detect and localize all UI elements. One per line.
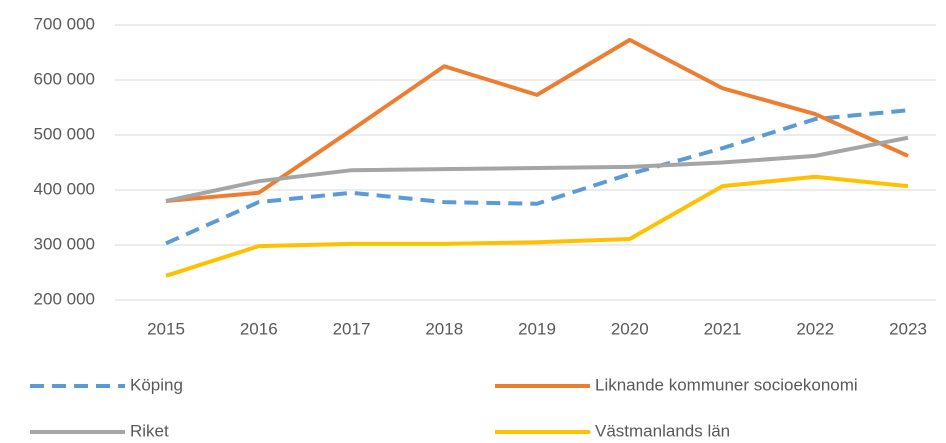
y-tick-label: 600 000 — [34, 69, 95, 88]
legend-label: Riket — [130, 421, 169, 440]
y-tick-label: 500 000 — [34, 124, 95, 143]
x-tick-label: 2015 — [147, 319, 185, 338]
y-tick-label: 400 000 — [34, 179, 95, 198]
x-tick-label: 2023 — [889, 319, 927, 338]
series-line — [165, 174, 909, 278]
y-tick-label: 200 000 — [34, 289, 95, 308]
x-tick-label: 2020 — [611, 319, 649, 338]
x-tick-label: 2018 — [425, 319, 463, 338]
x-tick-label: 2016 — [240, 319, 278, 338]
x-tick-label: 2021 — [704, 319, 742, 338]
x-tick-label: 2019 — [518, 319, 556, 338]
x-tick-label: 2022 — [796, 319, 834, 338]
series-line — [165, 37, 909, 203]
legend-label: Köping — [130, 375, 183, 394]
series-line — [165, 135, 909, 203]
x-tick-label: 2017 — [333, 319, 371, 338]
series-line — [165, 108, 909, 246]
legend-label: Västmanlands län — [595, 421, 730, 440]
y-tick-label: 300 000 — [34, 234, 95, 253]
y-tick-label: 700 000 — [34, 14, 95, 33]
legend-label: Liknande kommuner socioekonomi — [595, 375, 858, 394]
